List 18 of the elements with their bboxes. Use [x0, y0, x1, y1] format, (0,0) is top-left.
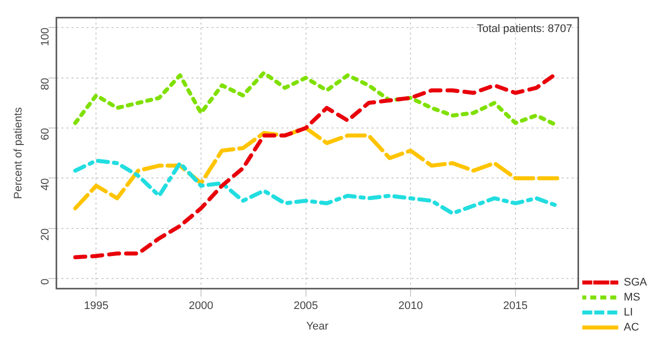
y-tick-label: 60 [39, 128, 52, 140]
y-tick-label: 80 [39, 78, 52, 90]
y-axis-title: Percent of patients [12, 106, 25, 199]
x-tick-label: 2005 [294, 300, 318, 312]
legend-label: SGA [624, 276, 648, 289]
x-tick-label: 2000 [188, 300, 214, 312]
x-tick-label: 2010 [398, 300, 423, 312]
y-tick-label: 20 [39, 228, 52, 241]
legend-label: MS [624, 292, 640, 304]
y-tick-label: 100 [39, 28, 52, 46]
x-tick-label: 2015 [503, 300, 528, 312]
x-tick-label: 1995 [84, 300, 108, 312]
x-axis-title: Year [306, 320, 329, 332]
legend-label: LI [624, 306, 633, 319]
legend-label: AC [624, 322, 640, 334]
y-tick-label: 40 [39, 178, 52, 190]
annotation: Total patients: 8707 [476, 23, 572, 36]
y-tick-label: 0 [39, 278, 52, 285]
